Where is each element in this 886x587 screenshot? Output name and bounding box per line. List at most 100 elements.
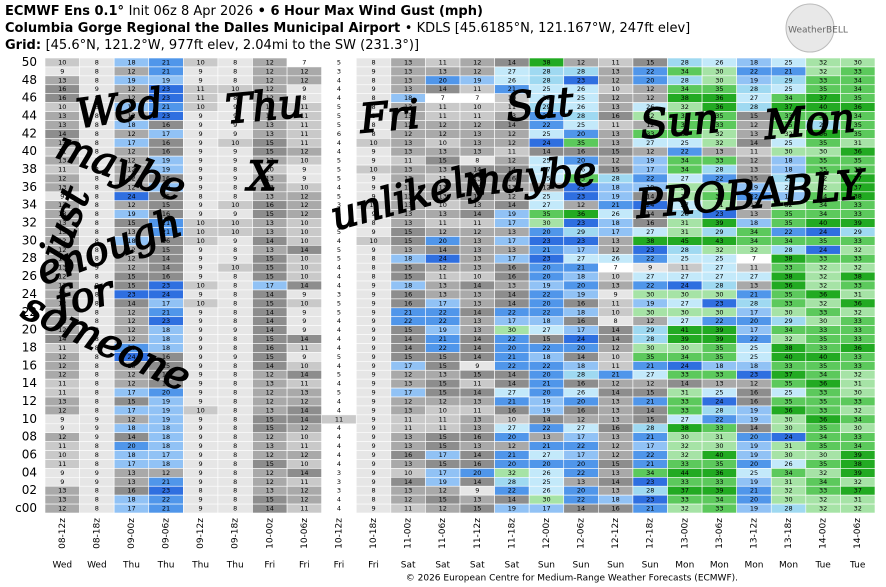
cell-label: 16 xyxy=(162,273,170,281)
cell-label: 21 xyxy=(577,264,585,272)
cell-label: 34 xyxy=(819,478,827,486)
cell-label: 9 xyxy=(199,460,203,468)
cell-label: 36 xyxy=(784,282,792,290)
cell-label: 14 xyxy=(473,478,481,486)
cell-label: 27 xyxy=(750,273,758,281)
cell-label: 12 xyxy=(127,85,135,93)
cell-label: 13 xyxy=(127,362,135,370)
cell-label: 13 xyxy=(473,130,481,138)
cell-label: 22 xyxy=(439,344,447,352)
cell-label: 8 xyxy=(95,344,99,352)
cell-label: 35 xyxy=(819,112,827,120)
cell-label: 23 xyxy=(577,237,585,245)
cell-label: 12 xyxy=(473,58,481,66)
cell-label: 16 xyxy=(162,237,170,245)
cell-label: 17 xyxy=(646,442,654,450)
y-tick-label: 44 xyxy=(22,108,37,122)
cell-label: 33 xyxy=(854,362,862,370)
cell-label: 10 xyxy=(439,201,447,209)
cell-label: 13 xyxy=(58,76,66,84)
cell-label: 22 xyxy=(542,362,550,370)
y-tick-label: 28 xyxy=(22,251,37,265)
cell-label: 34 xyxy=(854,415,862,423)
cell-label: 12 xyxy=(127,174,135,182)
location-line: Columbia Gorge Regional the Dalles Munic… xyxy=(5,21,690,36)
cell-label: 32 xyxy=(681,442,689,450)
cell-label: 10 xyxy=(300,228,308,236)
cell-label: 15 xyxy=(266,210,274,218)
y-tick-label: 30 xyxy=(22,233,37,247)
cell-label: 27 xyxy=(681,201,689,209)
cell-label: 13 xyxy=(300,389,308,397)
cell-label: 11 xyxy=(439,58,447,66)
cell-label: 36 xyxy=(819,290,827,298)
cell-label: 33 xyxy=(681,478,689,486)
cell-label: 20 xyxy=(542,264,550,272)
cell-label: 21 xyxy=(542,246,550,254)
cell-label: 15 xyxy=(162,192,170,200)
cell-label: 5 xyxy=(337,389,341,397)
handwritten-note: Sun xyxy=(638,96,721,149)
cell-label: 14 xyxy=(508,166,516,174)
cell-label: 9 xyxy=(371,308,375,316)
cell-label: 31 xyxy=(715,433,723,441)
cell-label: 8 xyxy=(233,344,237,352)
cell-label: 9 xyxy=(371,424,375,432)
cell-label: 11 xyxy=(611,58,619,66)
y-tick-label: c00 xyxy=(15,501,37,515)
cell-label: 13 xyxy=(611,469,619,477)
cell-label: 14 xyxy=(577,353,585,361)
cell-label: 27 xyxy=(577,255,585,263)
cell-label: 35 xyxy=(819,157,827,165)
cell-label: 36 xyxy=(784,406,792,414)
cell-label: 11 xyxy=(681,264,689,272)
cell-label: 14 xyxy=(681,380,689,388)
cell-label: 28 xyxy=(681,210,689,218)
cell-label: 40 xyxy=(819,219,827,227)
cell-label: 32 xyxy=(854,246,862,254)
cell-label: 8 xyxy=(233,308,237,316)
cell-label: 30 xyxy=(784,424,792,432)
cell-label: 21 xyxy=(646,397,654,405)
cell-label: 12 xyxy=(58,505,66,513)
cell-label: 10 xyxy=(300,183,308,191)
cell-label: 8 xyxy=(95,397,99,405)
day-label: Sun xyxy=(642,561,659,571)
cell-label: 10 xyxy=(611,308,619,316)
cell-label: 9 xyxy=(199,389,203,397)
cell-label: 8 xyxy=(371,121,375,129)
cell-label: 17 xyxy=(577,246,585,254)
cell-label: 17 xyxy=(127,460,135,468)
cell-label: 15 xyxy=(404,326,412,334)
x-tick-label: 09-18z xyxy=(231,518,241,549)
cell-label: 24 xyxy=(715,397,723,405)
cell-label: 8 xyxy=(371,58,375,66)
cell-label: 21 xyxy=(162,58,170,66)
cell-label: 16 xyxy=(750,397,758,405)
cell-label: 33 xyxy=(819,308,827,316)
cell-label: 33 xyxy=(715,371,723,379)
cell-label: 21 xyxy=(508,353,516,361)
cell-label: 11 xyxy=(58,148,66,156)
cell-label: 15 xyxy=(611,460,619,468)
cell-label: 38 xyxy=(854,460,862,468)
cell-label: 23 xyxy=(162,317,170,325)
cell-label: 12 xyxy=(508,157,516,165)
cell-label: 32 xyxy=(854,478,862,486)
cell-label: 23 xyxy=(750,371,758,379)
x-tick-label: 14-06z xyxy=(853,518,863,549)
cell-label: 8 xyxy=(233,371,237,379)
cell-label: 33 xyxy=(715,424,723,432)
cell-label: 5 xyxy=(337,103,341,111)
cell-label: 22 xyxy=(646,174,654,182)
cell-label: 17 xyxy=(439,469,447,477)
cell-label: 13 xyxy=(404,58,412,66)
cell-label: 7 xyxy=(302,58,306,66)
cell-label: 9 xyxy=(95,415,99,423)
cell-label: 14 xyxy=(611,389,619,397)
cell-label: 21 xyxy=(542,442,550,450)
cell-label: 12 xyxy=(266,389,274,397)
y-tick-label: 14 xyxy=(22,376,37,390)
cell-label: 13 xyxy=(404,85,412,93)
cell-label: 10 xyxy=(196,282,204,290)
